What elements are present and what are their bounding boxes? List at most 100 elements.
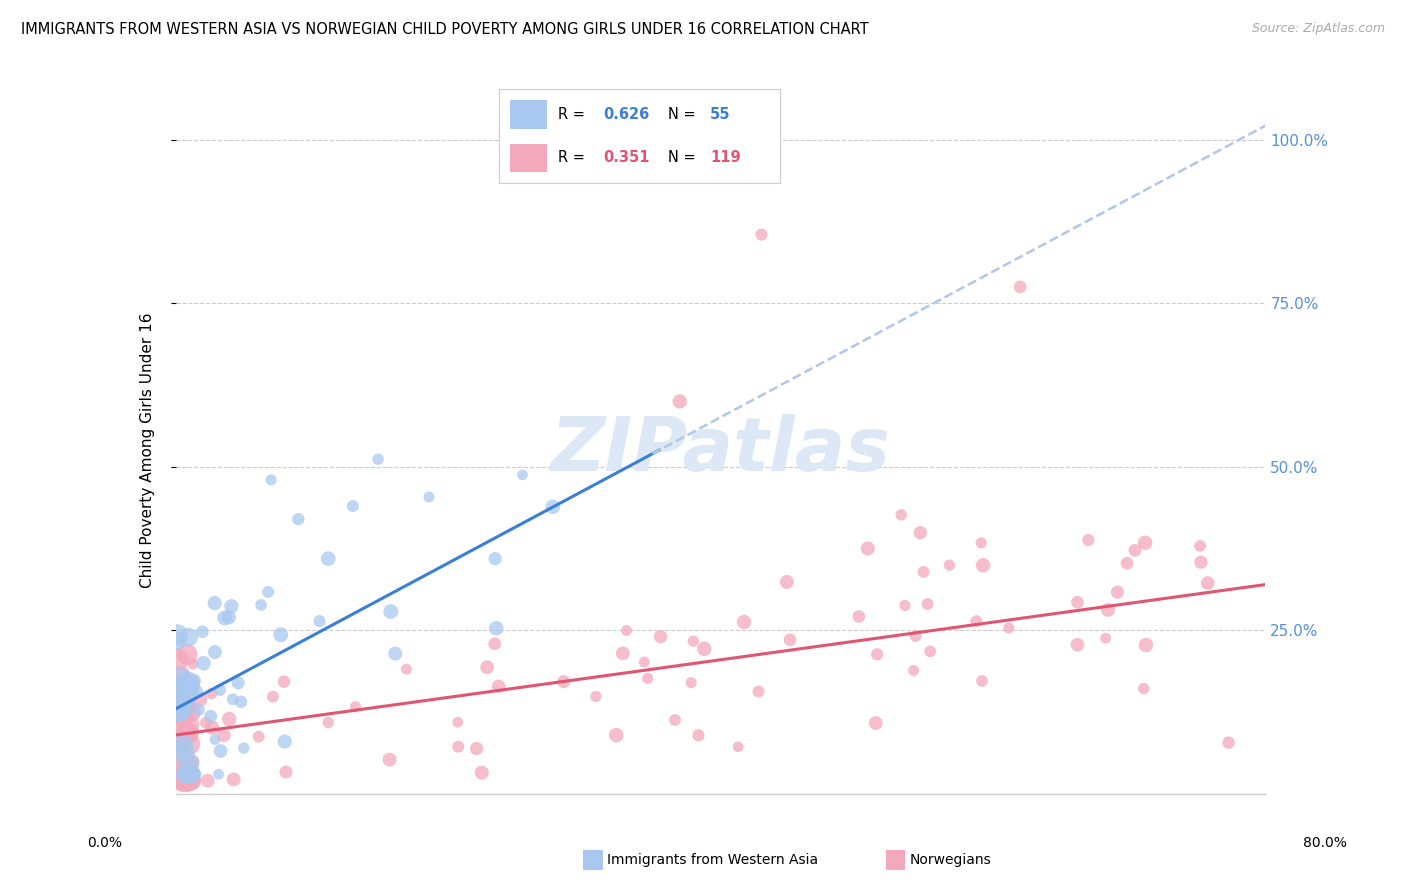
Point: [169, 692, 191, 706]
Point: [214, 611, 236, 625]
Point: [186, 684, 208, 698]
Point: [169, 681, 191, 696]
Text: R =: R =: [558, 150, 589, 165]
Point: [170, 738, 193, 752]
Point: [166, 653, 188, 667]
Point: [447, 715, 470, 730]
Point: [180, 767, 202, 781]
Point: [747, 684, 769, 698]
Point: [344, 699, 367, 714]
Point: [180, 773, 202, 788]
Point: [183, 773, 205, 788]
Point: [174, 689, 197, 703]
Point: [177, 718, 200, 732]
Point: [176, 767, 198, 781]
Point: [173, 745, 195, 759]
Point: [1133, 681, 1156, 696]
Point: [190, 692, 212, 706]
Point: [222, 772, 245, 787]
Point: [485, 621, 508, 635]
Point: [177, 737, 200, 751]
Point: [779, 632, 801, 647]
Point: [221, 599, 243, 614]
Point: [177, 773, 200, 788]
Point: [912, 565, 935, 579]
Point: [484, 637, 506, 651]
Point: [193, 656, 215, 670]
Point: [169, 706, 191, 720]
Point: [187, 703, 209, 717]
Point: [177, 630, 200, 644]
Point: [262, 690, 284, 704]
Point: [512, 467, 534, 482]
Point: [166, 738, 188, 752]
Point: [177, 756, 200, 771]
Point: [177, 726, 200, 740]
Point: [418, 490, 440, 504]
Point: [541, 500, 564, 514]
Text: Source: ZipAtlas.com: Source: ZipAtlas.com: [1251, 22, 1385, 36]
Point: [664, 713, 686, 727]
Point: [250, 598, 273, 612]
Point: [274, 765, 297, 780]
Point: [166, 634, 188, 648]
Point: [633, 655, 655, 669]
Point: [1066, 595, 1088, 609]
Point: [856, 541, 879, 556]
Point: [218, 712, 240, 726]
Point: [169, 698, 191, 712]
Point: [172, 726, 194, 740]
Point: [179, 761, 201, 775]
Point: [1066, 638, 1088, 652]
Point: [207, 767, 229, 781]
Point: [1123, 543, 1146, 558]
Point: [172, 708, 194, 723]
Point: [247, 730, 270, 744]
Point: [180, 706, 202, 720]
Point: [176, 648, 198, 662]
Point: [212, 728, 235, 742]
Point: [170, 762, 193, 776]
Point: [938, 558, 960, 573]
Point: [1097, 603, 1119, 617]
Text: 80.0%: 80.0%: [1303, 836, 1347, 850]
Point: [167, 710, 190, 724]
Point: [668, 394, 690, 409]
Point: [209, 744, 232, 758]
Point: [998, 621, 1021, 635]
Point: [637, 671, 659, 685]
Point: [176, 677, 198, 691]
Point: [174, 773, 197, 788]
Point: [177, 680, 200, 694]
Point: [688, 728, 710, 742]
Point: [316, 715, 339, 730]
Y-axis label: Child Poverty Among Girls Under 16: Child Poverty Among Girls Under 16: [141, 313, 155, 588]
Point: [191, 624, 214, 639]
Point: [903, 664, 925, 678]
Point: [174, 767, 197, 781]
Point: [170, 669, 193, 683]
Point: [167, 721, 190, 735]
Point: [167, 696, 190, 710]
Point: [612, 646, 634, 660]
Point: [201, 687, 224, 701]
Text: IMMIGRANTS FROM WESTERN ASIA VS NORWEGIAN CHILD POVERTY AMONG GIRLS UNDER 16 COR: IMMIGRANTS FROM WESTERN ASIA VS NORWEGIA…: [21, 22, 869, 37]
Point: [316, 551, 339, 566]
Point: [447, 739, 470, 754]
Point: [1094, 631, 1116, 645]
Point: [1135, 638, 1157, 652]
Point: [172, 732, 194, 747]
Point: [848, 609, 870, 624]
Point: [367, 452, 389, 467]
Point: [1189, 539, 1212, 553]
Point: [274, 734, 297, 748]
Point: [176, 772, 198, 786]
Point: [733, 615, 755, 629]
Point: [201, 721, 224, 735]
Point: [395, 662, 418, 676]
Point: [1107, 585, 1129, 599]
Point: [894, 599, 917, 613]
Point: [380, 605, 402, 619]
Point: [204, 645, 226, 659]
Point: [204, 732, 226, 747]
